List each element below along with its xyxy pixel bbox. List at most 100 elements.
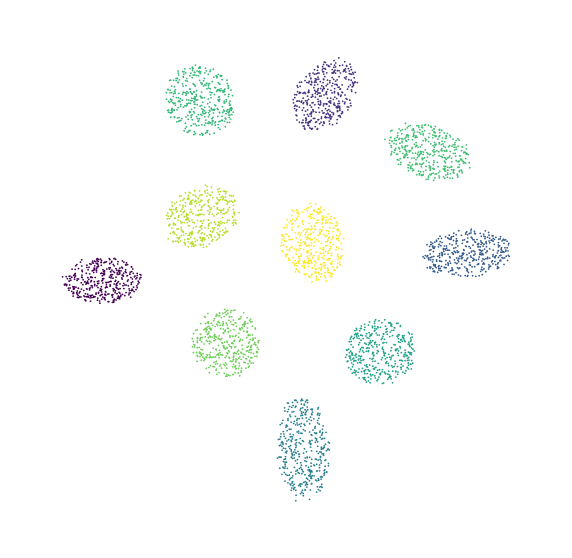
scatter-point: [321, 69, 324, 71]
scatter-point: [182, 91, 185, 93]
scatter-point: [440, 237, 443, 240]
scatter-point: [324, 276, 327, 279]
scatter-point: [426, 152, 429, 155]
scatter-point: [315, 439, 318, 442]
scatter-point: [206, 234, 209, 237]
scatter-point: [331, 68, 334, 71]
scatter-point: [281, 473, 283, 476]
scatter-point: [169, 232, 172, 235]
scatter-point: [178, 237, 180, 240]
scatter-point: [397, 337, 400, 340]
scatter-point: [339, 115, 341, 117]
scatter-point: [107, 281, 109, 284]
scatter-point: [208, 233, 211, 236]
scatter-point: [310, 80, 313, 83]
scatter-point: [133, 290, 136, 293]
scatter-point: [322, 105, 325, 107]
scatter-point: [447, 237, 450, 240]
scatter-point: [210, 222, 213, 224]
scatter-point: [108, 268, 111, 270]
scatter-point: [308, 479, 311, 482]
scatter-point: [304, 459, 306, 462]
scatter-point: [506, 240, 508, 243]
scatter-point: [331, 222, 333, 225]
scatter-point: [301, 265, 304, 267]
scatter-point: [344, 71, 347, 73]
scatter-point: [324, 235, 327, 238]
scatter-point: [178, 236, 181, 239]
scatter-point: [320, 460, 322, 462]
scatter-point: [209, 355, 212, 358]
scatter-point: [103, 272, 105, 275]
scatter-point: [296, 422, 298, 424]
cluster-5: [165, 64, 235, 137]
scatter-point: [203, 357, 206, 360]
scatter-point: [283, 433, 285, 435]
scatter-point: [241, 348, 244, 350]
scatter-point: [193, 130, 196, 133]
scatter-point: [114, 258, 117, 261]
scatter-point: [250, 348, 253, 351]
scatter-point: [465, 147, 468, 150]
scatter-point: [345, 76, 348, 78]
scatter-point: [290, 471, 292, 474]
scatter-point: [200, 107, 203, 110]
scatter-point: [227, 374, 230, 376]
scatter-point: [294, 271, 297, 273]
scatter-point: [93, 284, 96, 287]
scatter-point: [322, 86, 325, 88]
scatter-point: [323, 445, 326, 447]
scatter-point: [357, 371, 359, 374]
scatter-point: [438, 141, 441, 144]
scatter-point: [232, 323, 235, 326]
scatter-point: [215, 202, 218, 205]
scatter-point: [433, 146, 436, 149]
cluster-7: [191, 308, 260, 378]
scatter-point: [384, 358, 387, 360]
scatter-point: [228, 219, 231, 222]
scatter-point: [80, 288, 83, 290]
scatter-point: [432, 144, 434, 147]
scatter-point: [100, 298, 103, 300]
scatter-point: [125, 284, 128, 286]
scatter-point: [381, 371, 384, 373]
scatter-point: [214, 339, 217, 341]
scatter-point: [403, 155, 405, 158]
scatter-point: [294, 489, 297, 492]
scatter-point: [113, 298, 116, 301]
scatter-point: [373, 375, 376, 377]
scatter-point: [483, 248, 486, 251]
scatter-point: [445, 150, 448, 153]
scatter-point: [390, 324, 392, 327]
scatter-point: [227, 343, 230, 346]
scatter-point: [333, 217, 336, 220]
scatter-point: [80, 265, 83, 267]
scatter-point: [197, 201, 200, 204]
scatter-point: [478, 248, 481, 251]
scatter-point: [297, 430, 300, 433]
scatter-point: [224, 311, 227, 314]
scatter-point: [229, 374, 232, 377]
scatter-point: [310, 477, 313, 480]
scatter-point: [427, 257, 430, 260]
scatter-point: [250, 345, 253, 348]
scatter-point: [283, 407, 286, 409]
scatter-point: [439, 240, 442, 243]
scatter-point: [349, 355, 352, 358]
scatter-point: [310, 96, 313, 99]
scatter-point: [203, 72, 206, 74]
scatter-point: [175, 201, 178, 204]
scatter-point: [291, 223, 293, 226]
scatter-point: [287, 408, 290, 411]
scatter-point: [352, 84, 355, 87]
scatter-point: [189, 67, 192, 70]
scatter-point: [288, 447, 291, 450]
scatter-point: [129, 292, 132, 294]
scatter-point: [497, 266, 500, 269]
scatter-point: [372, 368, 375, 370]
scatter-point: [407, 331, 410, 334]
scatter-point: [351, 365, 354, 368]
scatter-point: [314, 267, 317, 270]
scatter-point: [347, 85, 350, 88]
scatter-point: [86, 295, 88, 298]
